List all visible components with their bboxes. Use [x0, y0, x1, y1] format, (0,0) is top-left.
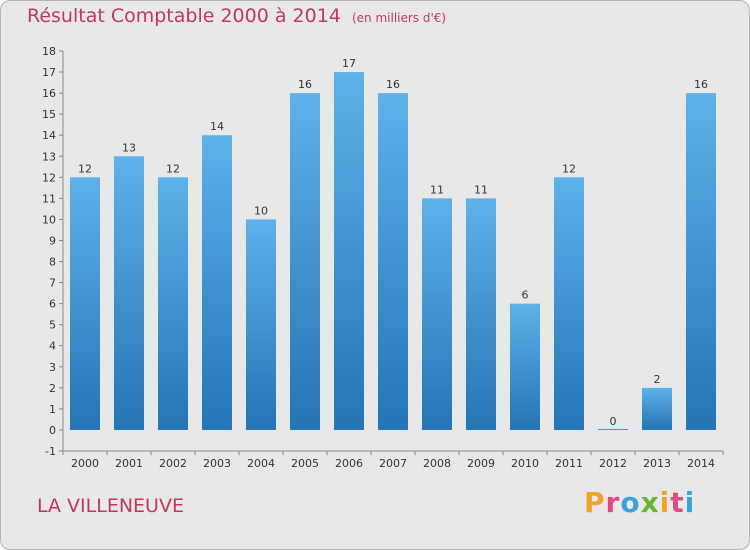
- bar: [158, 177, 188, 430]
- title-line: Résultat Comptable 2000 à 2014 (en milli…: [27, 5, 446, 27]
- x-tick-label: 2014: [687, 457, 715, 470]
- proxiti-logo: Proxiti: [584, 486, 695, 519]
- x-tick-label: 2013: [643, 457, 671, 470]
- y-tick-label: 0: [49, 424, 56, 437]
- x-tick-label: 2002: [159, 457, 187, 470]
- logo-letter: i: [659, 486, 671, 519]
- logo-letter: i: [684, 486, 696, 519]
- bar-value-label: 12: [166, 162, 180, 175]
- y-tick-label: 15: [42, 108, 56, 121]
- logo-letter: x: [640, 486, 660, 519]
- bar: [466, 198, 496, 430]
- y-tick-label: 1: [49, 403, 56, 416]
- x-tick-label: 2007: [379, 457, 407, 470]
- x-tick-label: 2009: [467, 457, 495, 470]
- bar-value-label: 11: [430, 183, 444, 196]
- location-name: LA VILLENEUVE: [37, 495, 184, 517]
- bar-value-label: 0: [610, 415, 617, 428]
- bar: [290, 93, 320, 430]
- bar-value-label: 14: [210, 120, 224, 133]
- bar-value-label: 12: [562, 162, 576, 175]
- y-tick-label: 17: [42, 66, 56, 79]
- x-tick-label: 2000: [71, 457, 99, 470]
- x-tick-label: 2005: [291, 457, 319, 470]
- bar: [686, 93, 716, 430]
- x-tick-label: 2003: [203, 457, 231, 470]
- bar: [642, 387, 672, 430]
- y-tick-label: 11: [42, 192, 56, 205]
- y-tick-label: 6: [49, 298, 56, 311]
- bar: [202, 135, 232, 430]
- bar-value-label: 16: [386, 78, 400, 91]
- x-tick-label: 2006: [335, 457, 363, 470]
- y-tick-label: 16: [42, 87, 56, 100]
- logo-letter: o: [620, 486, 641, 519]
- bar: [554, 177, 584, 430]
- logo-letter: P: [584, 486, 606, 519]
- y-tick-label: 12: [42, 171, 56, 184]
- y-tick-label: 18: [42, 45, 56, 58]
- bars: [70, 72, 716, 430]
- bar: [246, 219, 276, 430]
- bar: [422, 198, 452, 430]
- y-tick-label: 13: [42, 150, 56, 163]
- bar-value-label: 17: [342, 57, 356, 70]
- bar-value-label: 16: [694, 78, 708, 91]
- bar: [598, 428, 628, 430]
- y-tick-label: -1: [45, 445, 56, 458]
- bar: [378, 93, 408, 430]
- value-labels: 12 13 12 14 10 16 17 16 11 11 6 12 0 2 16: [78, 57, 708, 428]
- bar-value-label: 6: [522, 289, 529, 302]
- bar: [334, 72, 364, 430]
- y-tick-label: 14: [42, 129, 56, 142]
- y-tick-label: 7: [49, 277, 56, 290]
- bar-value-label: 10: [254, 204, 268, 217]
- x-tick-label: 2012: [599, 457, 627, 470]
- x-tick-label: 2011: [555, 457, 583, 470]
- bar-value-label: 2: [654, 373, 661, 386]
- y-tick-label: 3: [49, 361, 56, 374]
- bar: [70, 177, 100, 430]
- logo-letter: t: [670, 486, 685, 519]
- y-tick-label: 8: [49, 256, 56, 269]
- chart-subtitle: (en milliers d'€): [351, 11, 447, 25]
- bar: [114, 156, 144, 430]
- y-tick-label: 5: [49, 319, 56, 332]
- y-tick-label: 9: [49, 234, 56, 247]
- y-tick-label: 2: [49, 382, 56, 395]
- bar-value-label: 12: [78, 162, 92, 175]
- x-tick-label: 2010: [511, 457, 539, 470]
- x-tick-label: 2008: [423, 457, 451, 470]
- x-tick-label: 2001: [115, 457, 143, 470]
- x-tick-label: 2004: [247, 457, 275, 470]
- bar-value-label: 16: [298, 78, 312, 91]
- bar-value-label: 11: [474, 183, 488, 196]
- chart-title: Résultat Comptable 2000 à 2014: [27, 5, 341, 27]
- y-tick-label: 4: [49, 340, 56, 353]
- logo-letter: r: [605, 486, 621, 519]
- bar-value-label: 13: [122, 141, 136, 154]
- y-tick-label: 10: [42, 213, 56, 226]
- bar: [510, 303, 540, 430]
